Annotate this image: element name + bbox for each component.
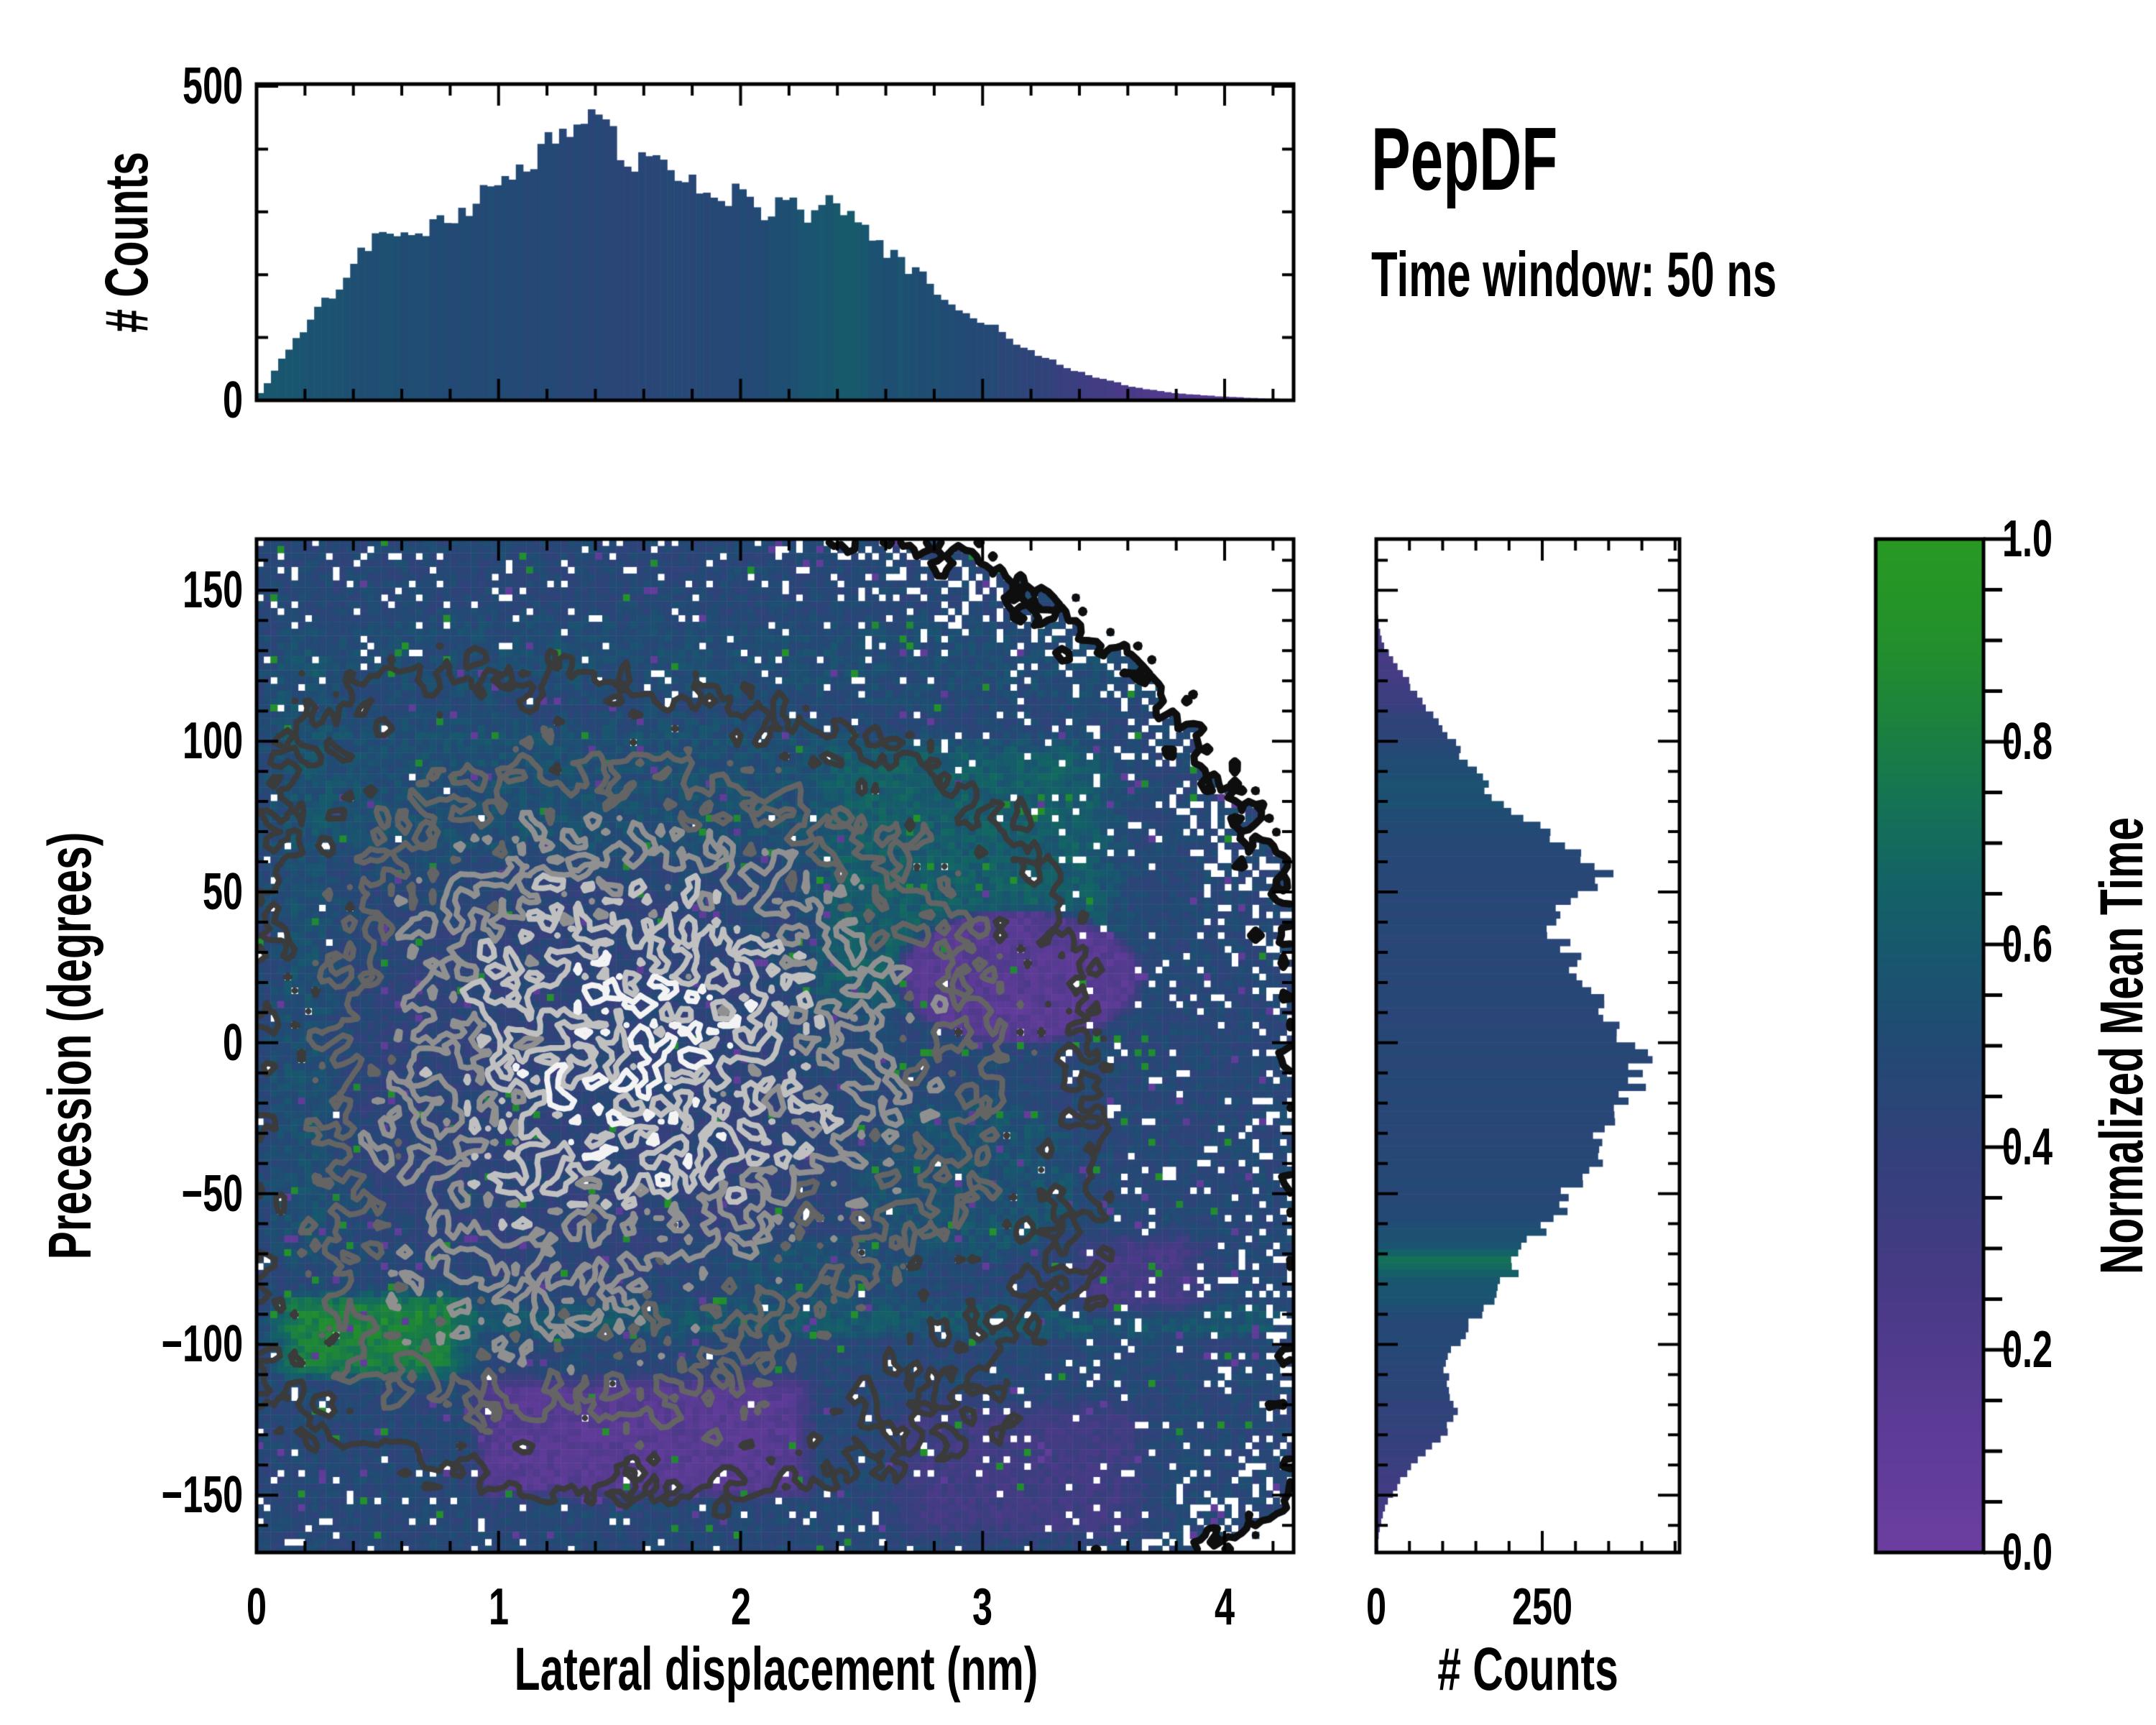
tick-label: 150 <box>182 561 243 620</box>
tick-label: 100 <box>182 712 243 770</box>
tick-label: 1 <box>488 1578 509 1636</box>
colorbar-label: Normalized Mean Time <box>2088 816 2155 1275</box>
tick-label: 0.8 <box>2002 713 2053 770</box>
tick-label: 0 <box>222 1013 243 1072</box>
tick-label: 0.0 <box>2002 1524 2053 1581</box>
right-hist-xlabel: # Counts <box>1437 1635 1618 1703</box>
plot-subtitle: Time window: 50 ns <box>1371 239 1777 310</box>
tick-label: 2 <box>730 1578 751 1636</box>
plot-title: PepDF <box>1371 110 1558 209</box>
tick-label: −150 <box>161 1466 243 1524</box>
tick-label: 0.4 <box>2002 1118 2053 1176</box>
top-hist-ylabel: # Counts <box>93 152 160 333</box>
tick-label: −100 <box>161 1315 243 1374</box>
tick-label: 0.6 <box>2002 916 2053 973</box>
tick-label: 0 <box>246 1578 267 1636</box>
main-ylabel: Precession (degrees) <box>36 832 103 1260</box>
tick-label: 500 <box>182 58 243 115</box>
tick-label: 0.2 <box>2002 1321 2053 1379</box>
tick-label: 50 <box>202 862 243 921</box>
tick-label: 0 <box>1365 1578 1387 1636</box>
main-xlabel: Lateral displacement (nm) <box>514 1635 1038 1703</box>
tick-label: 0 <box>222 372 243 429</box>
tick-label: 1.0 <box>2002 510 2053 568</box>
tick-label: 4 <box>1214 1578 1235 1636</box>
tick-label: 250 <box>1511 1578 1573 1636</box>
tick-label: 3 <box>972 1578 993 1636</box>
tick-label: −50 <box>181 1164 243 1223</box>
